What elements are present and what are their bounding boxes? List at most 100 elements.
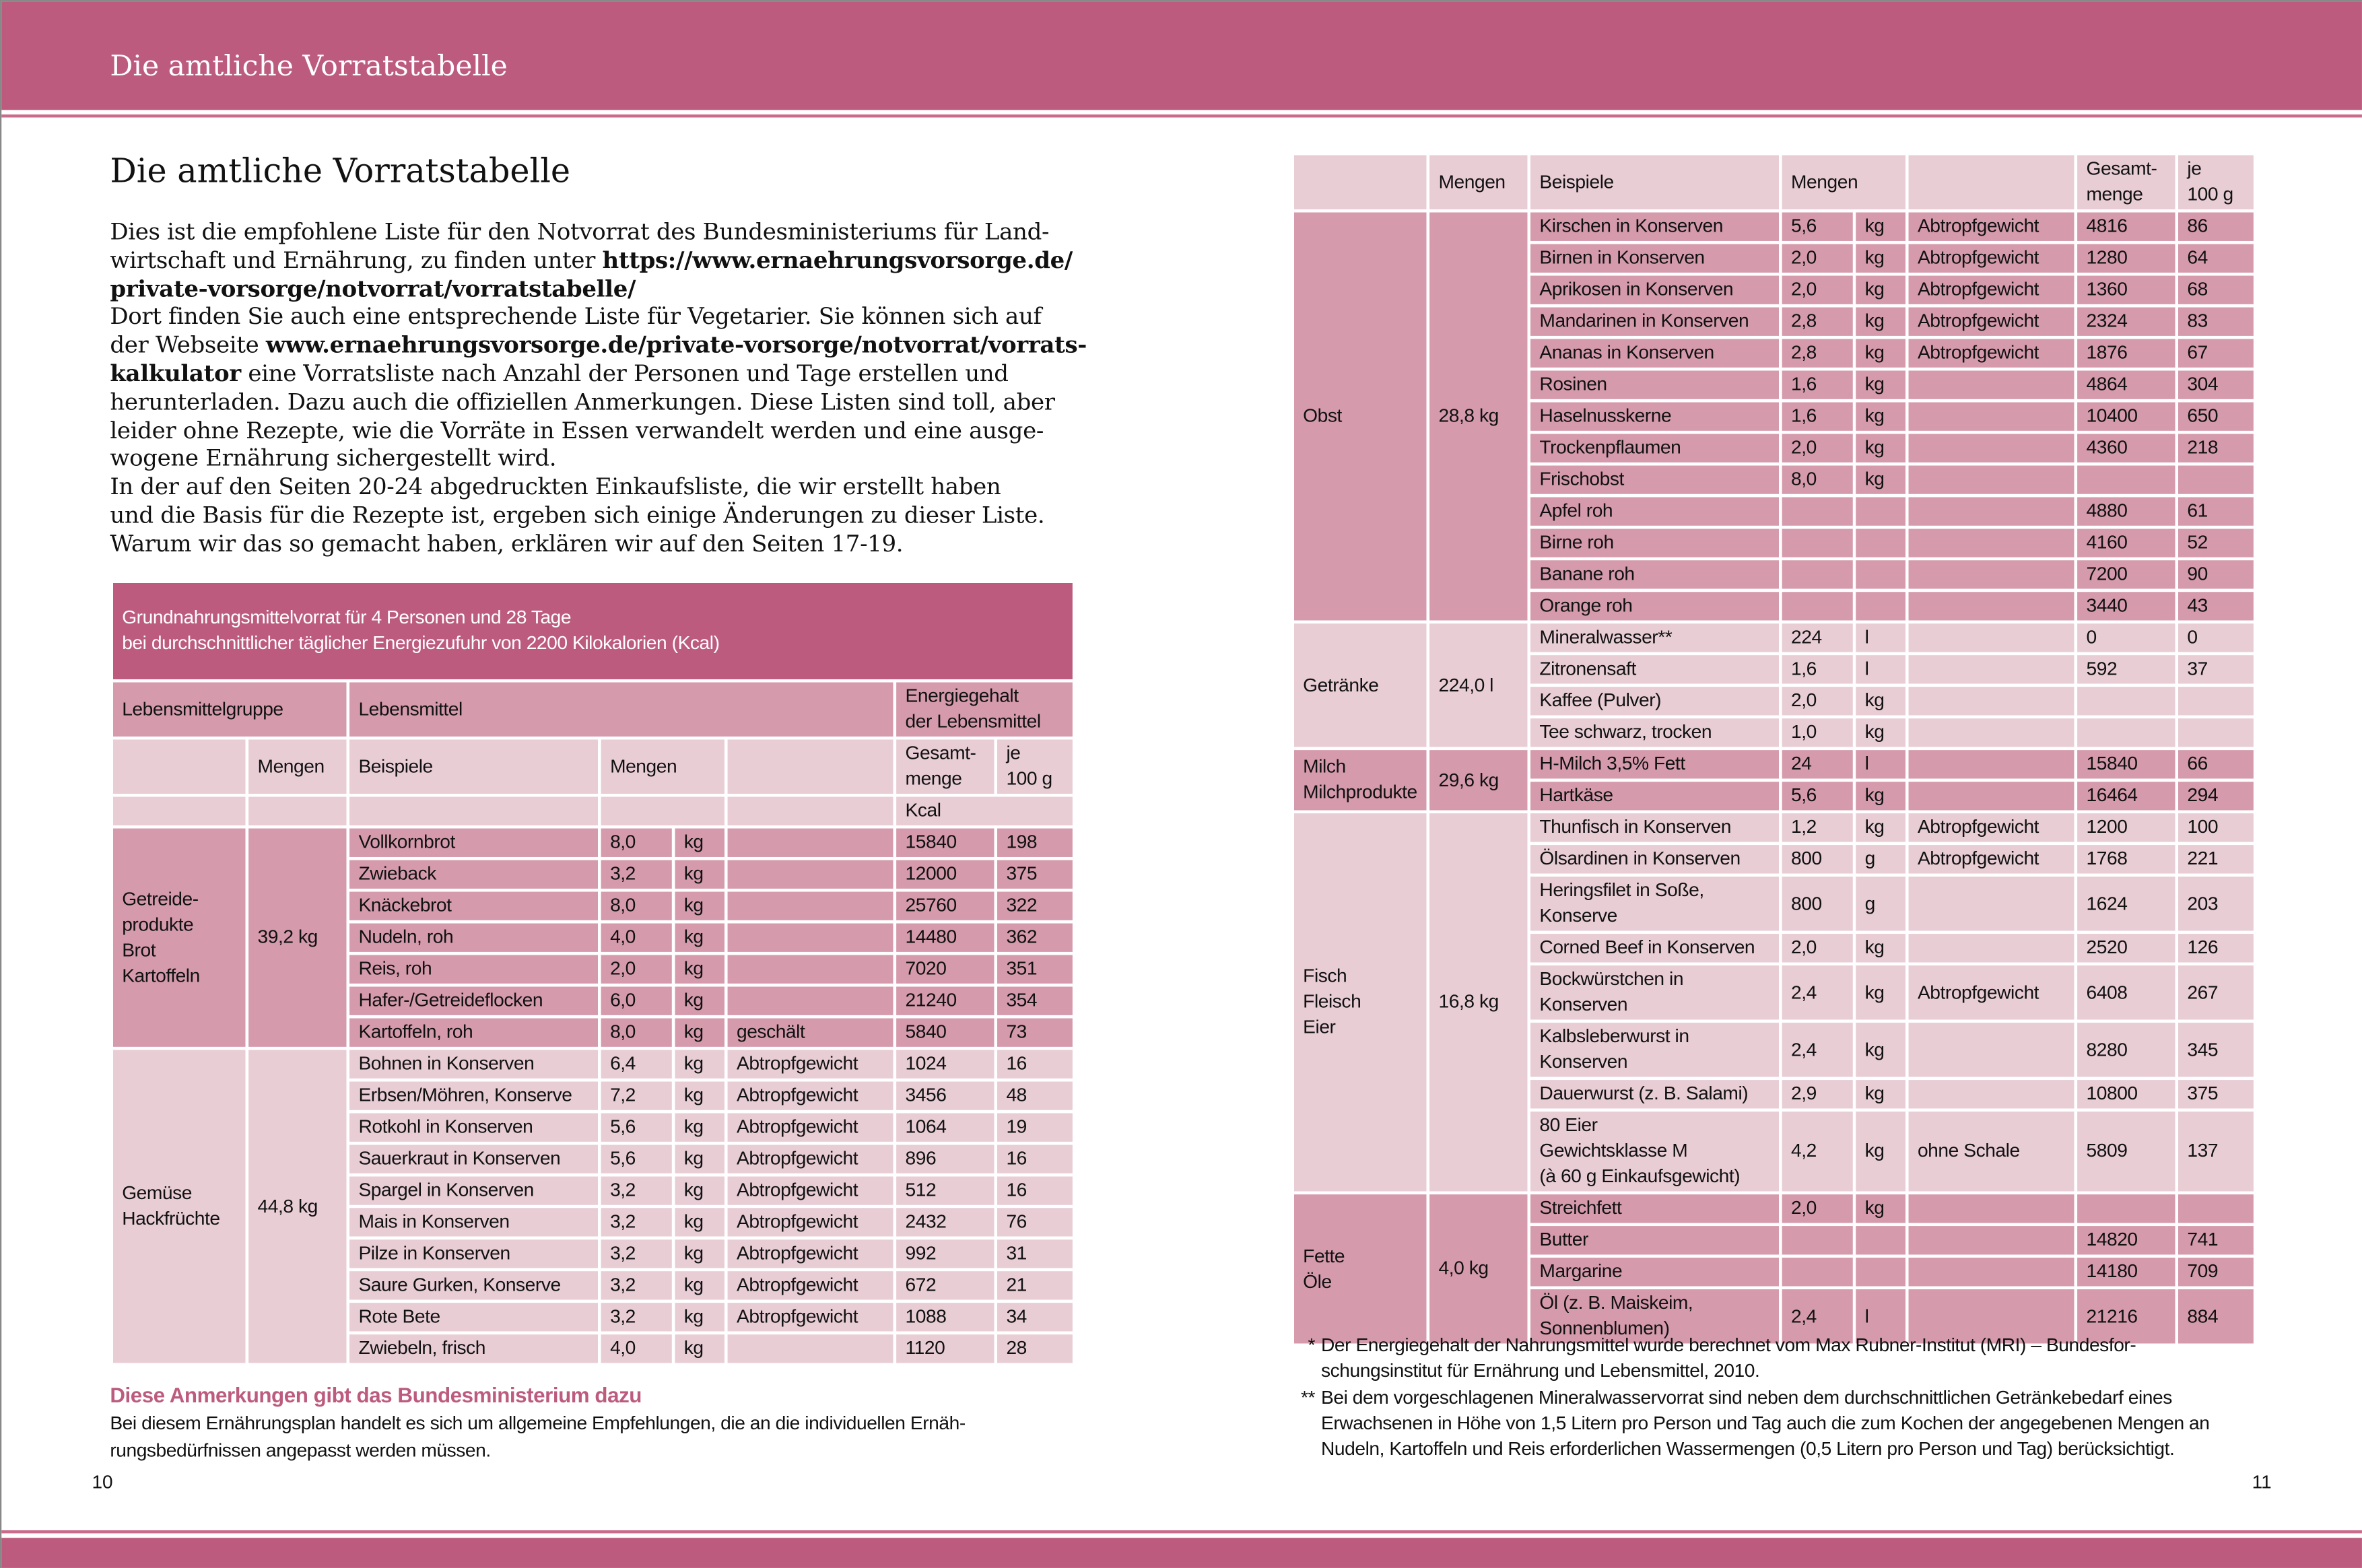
- table-row: Frischobst 8,0 kg: [1293, 462, 2257, 498]
- unit-cell: kg: [671, 920, 728, 955]
- unit-cell: kg: [1852, 1077, 1909, 1112]
- header-mengen: Mengen: [1779, 151, 1909, 213]
- kcal-per-100g-cell: 19: [994, 1110, 1076, 1145]
- intro-link[interactable]: https://www.ernaehrungsvorsorge.de/: [602, 246, 1073, 274]
- unit-cell: kg: [671, 983, 728, 1019]
- header-rule: [1, 114, 2362, 118]
- note-cell: Abtropfgewicht: [724, 1299, 897, 1335]
- item-cell: Spargel in Konserven: [346, 1173, 601, 1208]
- total-kcal-cell: [2074, 462, 2178, 498]
- kcal-per-100g-cell: 322: [994, 888, 1076, 924]
- total-kcal-cell: [2074, 1191, 2178, 1227]
- intro-text: und die Basis für die Rezepte ist, ergeb…: [110, 501, 1045, 529]
- quantity-cell: 4,0: [598, 1331, 675, 1367]
- table-row: Pilze in Konserven 3,2 kg Abtropfgewicht 992…: [112, 1236, 1076, 1272]
- note-cell: [1905, 493, 2078, 529]
- intro-text: wirtschaft und Ernährung, zu finden unte…: [110, 246, 603, 274]
- item-cell: Margarine: [1527, 1254, 1782, 1290]
- table-row: Heringsfilet in Soße, Konserve 800 g 1624 20…: [1293, 873, 2257, 934]
- item-cell: Streichfett: [1527, 1191, 1782, 1227]
- table-row: Kaffee (Pulver) 2,0 kg: [1293, 683, 2257, 719]
- quantity-cell: [1779, 557, 1856, 592]
- note-cell: [1905, 747, 2078, 782]
- note-cell: Abtropfgewicht: [1905, 842, 2078, 877]
- item-cell: H-Milch 3,5% Fett: [1527, 747, 1782, 782]
- quantity-cell: 1,6: [1779, 652, 1856, 687]
- header-energiegehalt: Energiegehalt der Lebensmittel: [893, 679, 1076, 740]
- intro-link[interactable]: kalkulator: [110, 360, 241, 387]
- kcal-per-100g-cell: 351: [994, 951, 1076, 987]
- header-cell: [598, 794, 728, 829]
- group-amount-cell: 16,8 kg: [1426, 810, 1530, 1195]
- intro-link[interactable]: www.ernaehrungsvorsorge.de/private-vorso…: [265, 331, 1087, 359]
- unit-cell: l: [1852, 1286, 1909, 1347]
- unit-cell: kg: [1852, 209, 1909, 244]
- note-cell: Abtropfgewicht: [1905, 304, 2078, 339]
- unit-cell: kg: [671, 1268, 728, 1303]
- table-row: Reis, roh 2,0 kg 7020 351: [112, 951, 1076, 987]
- unit-cell: kg: [671, 825, 728, 860]
- kcal-per-100g-cell: 48: [994, 1078, 1076, 1114]
- intro-link[interactable]: private-vorsorge/notvorrat/vorratstabell…: [110, 275, 636, 302]
- kcal-per-100g-cell: 218: [2175, 430, 2257, 466]
- item-cell: Orange roh: [1527, 588, 1782, 624]
- table-row: Mengen Beispiele Mengen Gesamt- menge je 100…: [1291, 151, 2257, 213]
- table-row: Mais in Konserven 3,2 kg Abtropfgewicht 2432…: [112, 1204, 1076, 1240]
- kcal-per-100g-cell: 0: [2175, 620, 2257, 656]
- intro-text: der Webseite: [110, 331, 266, 359]
- note-cell: geschält: [724, 1015, 897, 1050]
- quantity-cell: 6,4: [598, 1046, 675, 1082]
- unit-cell: kg: [671, 856, 728, 892]
- item-cell: Hartkäse: [1527, 778, 1782, 814]
- intro-text: leider ohne Rezepte, wie die Vorräte in …: [110, 416, 1044, 444]
- intro-line: Warum wir das so gemacht haben, erklären…: [110, 530, 1104, 558]
- header-beispiele: Beispiele: [1527, 151, 1782, 213]
- table-row: Haselnusskerne 1,6 kg 10400 650: [1293, 399, 2257, 434]
- quantity-cell: 3,2: [598, 1236, 675, 1272]
- table-row: Fisch Fleisch Eier 16,8 kg Thunfisch in Ko…: [1291, 810, 2257, 1195]
- note-cell: Abtropfgewicht: [724, 1204, 897, 1240]
- table-row: Orange roh 3440 43: [1293, 588, 2257, 624]
- total-kcal-cell: 1200: [2074, 810, 2178, 846]
- unit-cell: g: [1852, 842, 1909, 877]
- group-name-cell: Fisch Fleisch Eier: [1291, 810, 1430, 1195]
- note-cell: [1905, 715, 2078, 751]
- header-band: [1, 1, 2362, 110]
- note-cell: [1905, 930, 2078, 966]
- kcal-per-100g-cell: 21: [994, 1268, 1076, 1303]
- total-kcal-cell: 4360: [2074, 430, 2178, 466]
- intro-line: In der auf den Seiten 20-24 abgedruckten…: [110, 473, 1104, 502]
- quantity-cell: [1779, 1254, 1856, 1290]
- group-name-cell: Getreide- produkte Brot Kartoffeln: [110, 825, 249, 1050]
- supply-table-right: Mengen Beispiele Mengen Gesamt- menge je 100…: [1291, 151, 2257, 1347]
- header-kcal: Kcal: [893, 794, 1076, 829]
- quantity-cell: 800: [1779, 842, 1856, 877]
- note-cell: [1905, 683, 2078, 719]
- intro-line: und die Basis für die Rezepte ist, ergeb…: [110, 502, 1104, 530]
- kcal-per-100g-cell: 709: [2175, 1254, 2257, 1290]
- item-cell: Dauerwurst (z. B. Salami): [1527, 1077, 1782, 1112]
- intro-line: wogene Ernährung sichergestellt wird.: [110, 445, 1104, 473]
- quantity-cell: 3,2: [598, 1299, 675, 1335]
- quantity-cell: 4,2: [1779, 1108, 1856, 1195]
- note-cell: [1905, 367, 2078, 403]
- unit-cell: kg: [1852, 1191, 1909, 1227]
- note-cell: Abtropfgewicht: [1905, 810, 2078, 846]
- total-kcal-cell: 10400: [2074, 399, 2178, 434]
- note-cell: [1905, 1019, 2078, 1081]
- unit-cell: kg: [1852, 778, 1909, 814]
- note-cell: [724, 920, 897, 955]
- item-cell: Apfel roh: [1527, 493, 1782, 529]
- note-cell: Abtropfgewicht: [1905, 962, 2078, 1023]
- group-amount-cell: 29,6 kg: [1426, 747, 1530, 814]
- kcal-per-100g-cell: 304: [2175, 367, 2257, 403]
- total-kcal-cell: 14480: [893, 920, 998, 955]
- note-cell: [1905, 1077, 2078, 1112]
- note-cell: Abtropfgewicht: [724, 1173, 897, 1208]
- footer-band: [1, 1538, 2362, 1568]
- note-cell: [724, 856, 897, 892]
- table-row: Birne roh 4160 52: [1293, 525, 2257, 561]
- item-cell: Butter: [1527, 1223, 1782, 1258]
- group-name-cell: Milch Milchprodukte: [1291, 747, 1430, 814]
